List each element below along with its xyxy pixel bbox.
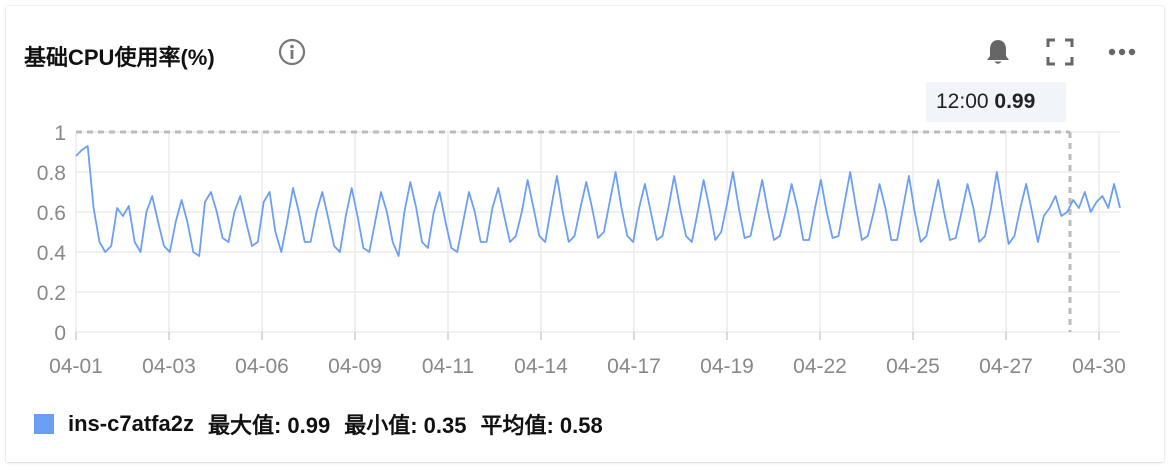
x-tick-label: 04-17 xyxy=(607,355,661,378)
x-tick-label: 04-27 xyxy=(979,355,1033,378)
x-tick-label: 04-14 xyxy=(514,355,568,378)
more-icon[interactable] xyxy=(1106,36,1138,68)
legend-series-name: ins-c7atfa2z xyxy=(68,411,194,436)
y-tick-label: 0 xyxy=(54,322,66,345)
x-tick-label: 04-22 xyxy=(793,355,847,378)
header-actions xyxy=(982,36,1138,68)
x-tick-label: 04-09 xyxy=(328,355,382,378)
tooltip-value: 0.99 xyxy=(994,90,1036,113)
x-tick-label: 04-19 xyxy=(700,355,754,378)
tooltip: 12:00 0.99 xyxy=(926,82,1066,122)
fullscreen-icon[interactable] xyxy=(1044,36,1076,68)
y-tick-label: 0.8 xyxy=(37,162,66,185)
y-tick-label: 0.2 xyxy=(37,282,66,305)
x-tick-label: 04-03 xyxy=(142,355,196,378)
legend-max: 最大值: 0.99 xyxy=(207,413,331,438)
x-tick-label: 04-30 xyxy=(1072,355,1126,378)
legend-swatch xyxy=(34,414,54,434)
x-tick-label: 04-01 xyxy=(49,355,103,378)
x-tick-label: 04-25 xyxy=(886,355,940,378)
tooltip-time: 12:00 xyxy=(936,90,995,113)
legend-avg: 平均值: 0.58 xyxy=(480,413,603,438)
page-title: 基础CPU使用率(%) xyxy=(24,45,215,70)
legend[interactable]: ins-c7atfa2z 最大值: 0.99 最小值: 0.35 平均值: 0.… xyxy=(34,408,603,440)
legend-min: 最小值: 0.35 xyxy=(344,413,467,438)
y-tick-label: 0.4 xyxy=(37,242,67,265)
x-tick-label: 04-06 xyxy=(235,355,289,378)
y-tick-label: 1 xyxy=(54,122,66,145)
x-tick-label: 04-11 xyxy=(422,355,474,378)
bell-icon[interactable] xyxy=(982,36,1014,68)
info-icon[interactable] xyxy=(278,38,306,66)
y-tick-label: 0.6 xyxy=(37,202,66,225)
series-line xyxy=(75,145,1121,257)
